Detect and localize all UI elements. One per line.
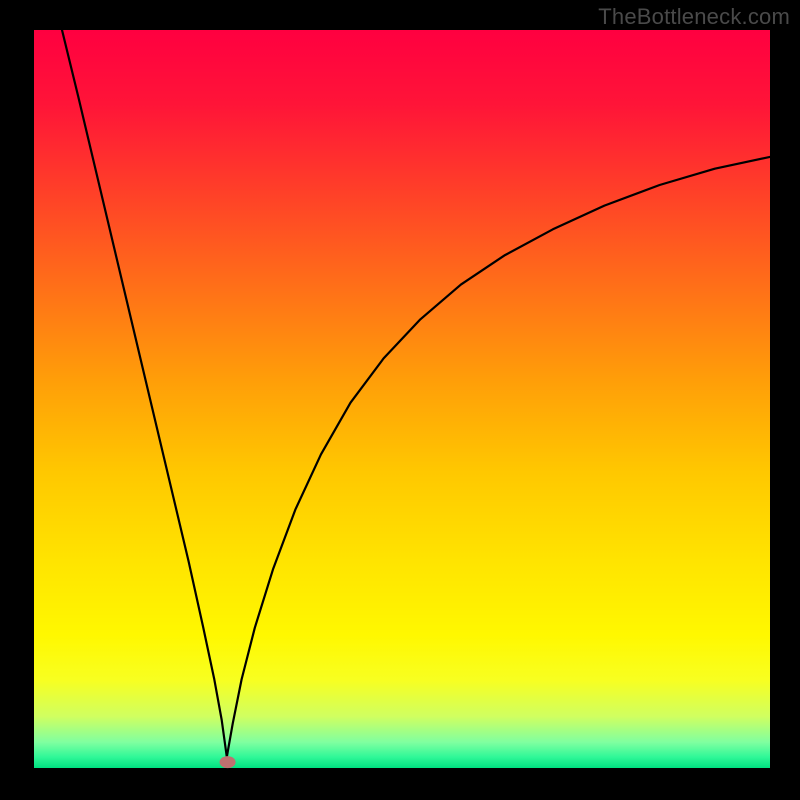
watermark-text: TheBottleneck.com <box>598 4 790 30</box>
minimum-marker <box>220 756 236 768</box>
bottleneck-chart <box>0 0 800 800</box>
chart-container: TheBottleneck.com <box>0 0 800 800</box>
plot-background-gradient <box>34 30 770 768</box>
